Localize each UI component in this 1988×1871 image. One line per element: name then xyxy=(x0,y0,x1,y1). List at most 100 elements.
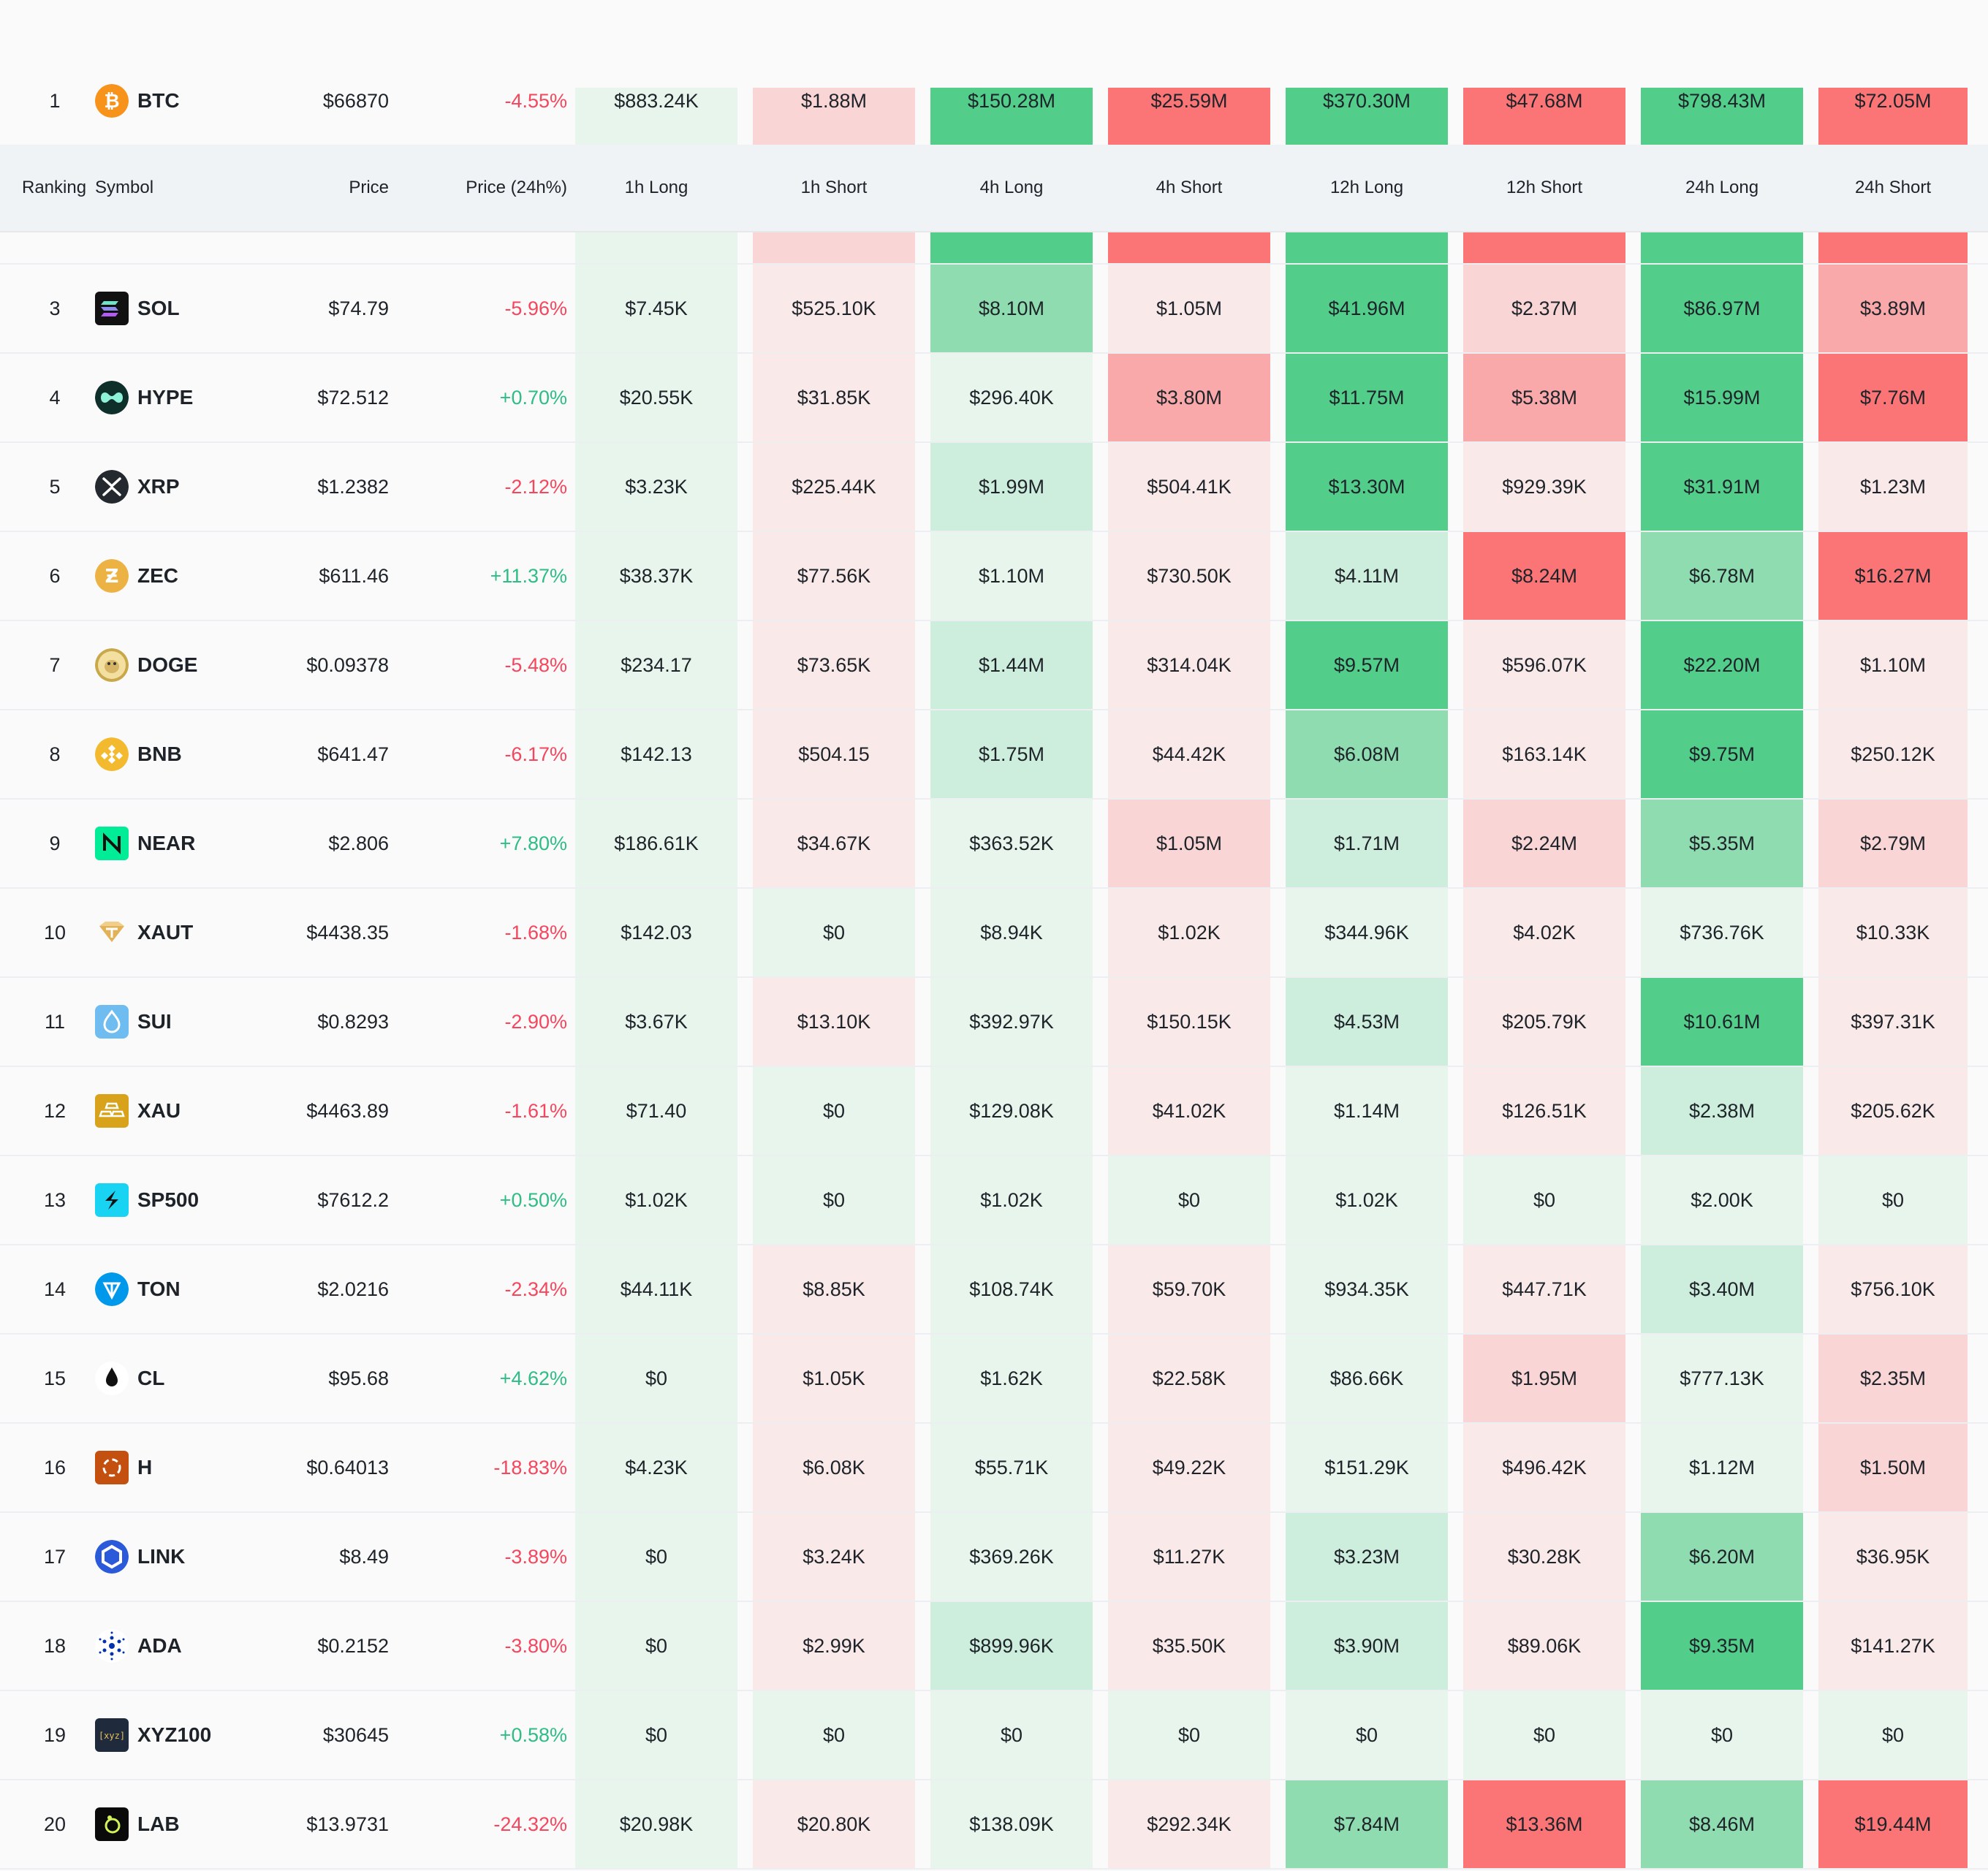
price-change-cell: -4.55% xyxy=(504,90,567,112)
symbol-cell[interactable]: HYPE xyxy=(95,354,270,441)
header-1h-short[interactable]: 1h Short xyxy=(800,178,868,197)
24h-short-cell: $397.31K xyxy=(1818,978,1968,1066)
table-row[interactable]: 19 [xyz] XYZ100 $30645 +0.58% $0 $0 $0 $0 $0 $0 $0 $… xyxy=(0,1691,1988,1780)
table-row[interactable]: 6 Ƶ ZEC $611.46 +11.37% $38.37K $77.56K $1.10M $… xyxy=(0,532,1988,621)
24h-short-cell: $250.12K xyxy=(1818,710,1968,798)
12h-short-cell xyxy=(1463,232,1625,263)
header-12h-short[interactable]: 12h Short xyxy=(1506,178,1583,197)
24h-short-cell: $205.62K xyxy=(1818,1067,1968,1155)
symbol-cell[interactable]: NEAR xyxy=(95,800,270,887)
12h-short-cell: $89.06K xyxy=(1463,1602,1625,1690)
table-row[interactable]: 9 NEAR $2.806 +7.80% $186.61K $34.67K $363.52K… xyxy=(0,800,1988,889)
symbol-cell[interactable]: XAUT xyxy=(95,889,270,976)
24h-short-value: $141.27K xyxy=(1851,1635,1935,1657)
symbol-cell[interactable]: BNB xyxy=(95,710,270,798)
4h-long-value: $0 xyxy=(1000,1724,1023,1746)
24h-short-value: $1.10M xyxy=(1859,654,1927,676)
table-row[interactable]: 1 ₿ BTC $66870 -4.55% $883.24K $1.88M $150.28M $… xyxy=(0,84,1988,145)
1h-long-value: $0 xyxy=(645,1546,668,1568)
symbol-cell[interactable]: XAU xyxy=(95,1067,270,1155)
symbol-cell[interactable]: ADA xyxy=(95,1602,270,1690)
4h-long-value: $1.44M xyxy=(978,654,1045,676)
1h-long-cell xyxy=(575,232,737,263)
1h-long-cell: $234.17 xyxy=(575,621,737,709)
table-row[interactable]: 16 H $0.64013 -18.83% $4.23K $6.08K $55.71K $49… xyxy=(0,1424,1988,1513)
table-row[interactable]: 12 XAU $4463.89 -1.61% $71.40 $0 $129.08K $41.0… xyxy=(0,1067,1988,1156)
table-row[interactable]: 11 SUI $0.8293 -2.90% $3.67K $13.10K $392.97K $… xyxy=(0,978,1988,1067)
12h-short-value: $2.24M xyxy=(1511,832,1578,854)
header-24h-short[interactable]: 24h Short xyxy=(1854,178,1932,197)
1h-long-value: $142.13 xyxy=(621,743,692,765)
symbol-cell[interactable]: LINK xyxy=(95,1513,270,1601)
symbol-label: BTC xyxy=(137,89,180,112)
price-change-cell: -2.34% xyxy=(504,1278,567,1300)
symbol-cell[interactable]: DOGE xyxy=(95,621,270,709)
table-row[interactable]: 10 XAUT $4438.35 -1.68% $142.03 $0 $8.94K $1.02… xyxy=(0,889,1988,978)
symbol-cell[interactable]: SP500 xyxy=(95,1156,270,1244)
table-row[interactable]: 17 LINK $8.49 -3.89% $0 $3.24K $369.26K $11.27K… xyxy=(0,1513,1988,1602)
table-row[interactable]: 3 SOL $74.79 -5.96% $7.45K $525.10K $8.10M $1.0… xyxy=(0,265,1988,354)
24h-long-value: $0 xyxy=(1710,1724,1734,1746)
24h-long-value: $1.12M xyxy=(1688,1457,1756,1479)
table-row[interactable]: 8 BNB $641.47 -6.17% $142.13 $504.15 $1.75M $44… xyxy=(0,710,1988,800)
price-change-cell: +11.37% xyxy=(490,565,567,587)
header-ranking[interactable]: Ranking xyxy=(22,178,87,197)
table-row[interactable]: 4 HYPE $72.512 +0.70% $20.55K $31.85K $296.40K… xyxy=(0,354,1988,443)
header-4h-short[interactable]: 4h Short xyxy=(1156,178,1223,197)
symbol-cell[interactable]: SUI xyxy=(95,978,270,1066)
4h-short-value: $0 xyxy=(1177,1189,1201,1211)
1h-short-value: $2.99K xyxy=(803,1635,865,1657)
header-4h-long[interactable]: 4h Long xyxy=(979,178,1044,197)
header-1h-long[interactable]: 1h Long xyxy=(624,178,688,197)
table-row[interactable]: 5 XRP $1.2382 -2.12% $3.23K $225.44K $1.99M $50… xyxy=(0,443,1988,532)
symbol-cell[interactable]: ₿ BTC xyxy=(95,57,270,145)
4h-short-cell: $44.42K xyxy=(1108,710,1270,798)
symbol-cell[interactable]: SOL xyxy=(95,265,270,352)
12h-short-value: $1.95M xyxy=(1511,1367,1578,1389)
12h-long-cell: $41.96M xyxy=(1286,265,1448,352)
header-24h-long[interactable]: 24h Long xyxy=(1685,178,1759,197)
xyz-icon: [xyz] xyxy=(95,1718,129,1752)
1h-long-cell: $71.40 xyxy=(575,1067,737,1155)
12h-short-cell: $5.38M xyxy=(1463,354,1625,441)
symbol-cell[interactable]: [xyz] XYZ100 xyxy=(95,1691,270,1779)
12h-short-cell: $163.14K xyxy=(1463,710,1625,798)
header-symbol[interactable]: Symbol xyxy=(95,178,154,197)
4h-long-value: $1.99M xyxy=(978,476,1045,498)
symbol-cell[interactable]: Ƶ ZEC xyxy=(95,532,270,620)
table-row[interactable] xyxy=(0,232,1988,265)
table-row[interactable]: 20 LAB $13.9731 -24.32% $20.98K $20.80K $138.0… xyxy=(0,1780,1988,1870)
table-row[interactable]: 14 TON $2.0216 -2.34% $44.11K $8.85K $108.74K $… xyxy=(0,1245,1988,1335)
4h-short-value: $1.05M xyxy=(1156,297,1223,319)
header-12h-long[interactable]: 12h Long xyxy=(1329,178,1404,197)
rank-cell: 5 xyxy=(49,476,61,498)
symbol-cell[interactable]: H xyxy=(95,1424,270,1511)
24h-long-cell: $10.61M xyxy=(1641,978,1803,1066)
symbol-label: H xyxy=(137,1456,153,1479)
1h-long-value: $71.40 xyxy=(626,1100,687,1122)
symbol-cell[interactable]: LAB xyxy=(95,1780,270,1868)
table-row[interactable]: 7 DOGE $0.09378 -5.48% $234.17 $73.65K $1.44M $… xyxy=(0,621,1988,710)
4h-long-cell: $150.28M xyxy=(930,88,1093,145)
table-row[interactable]: 13 SP500 $7612.2 +0.50% $1.02K $0 $1.02K $0 $1.0… xyxy=(0,1156,1988,1245)
symbol-cell[interactable]: CL xyxy=(95,1335,270,1422)
header-price-change[interactable]: Price (24h%) xyxy=(466,178,567,197)
symbol-cell[interactable]: XRP xyxy=(95,443,270,531)
12h-long-value: $3.90M xyxy=(1333,1635,1400,1657)
1h-short-cell: $8.85K xyxy=(753,1245,915,1333)
symbol-cell[interactable]: TON xyxy=(95,1245,270,1333)
12h-long-value: $1.71M xyxy=(1333,832,1400,854)
symbol-label: XAU xyxy=(137,1099,181,1122)
table-row[interactable]: 15 CL $95.68 +4.62% $0 $1.05K $1.62K $22.58K $86… xyxy=(0,1335,1988,1424)
table-row[interactable]: 18 ADA $0.2152 -3.80% $0 $2.99K $899.96K $35.50… xyxy=(0,1602,1988,1691)
price-cell: $2.806 xyxy=(328,832,389,854)
12h-long-value: $3.23M xyxy=(1333,1546,1400,1568)
4h-short-cell: $41.02K xyxy=(1108,1067,1270,1155)
4h-long-value: $1.62K xyxy=(980,1367,1043,1389)
1h-long-value: $186.61K xyxy=(614,832,699,854)
header-price[interactable]: Price xyxy=(349,178,389,197)
12h-long-value: $9.57M xyxy=(1333,654,1400,676)
1h-short-cell: $525.10K xyxy=(753,265,915,352)
1h-short-value: $3.24K xyxy=(803,1546,865,1568)
24h-short-value: $72.05M xyxy=(1854,90,1932,112)
